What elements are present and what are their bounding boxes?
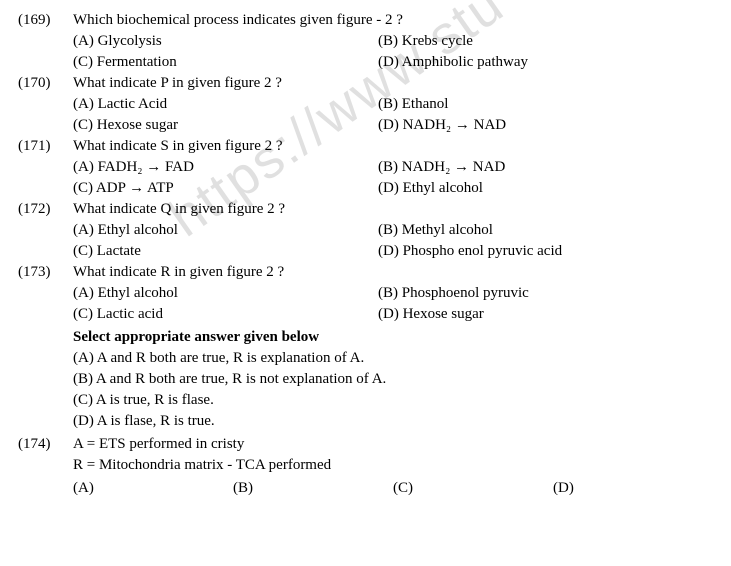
q169-number: (169) — [18, 12, 73, 29]
question-174: (174) A = ETS performed in cristy — [18, 436, 713, 453]
q174-option-d: (D) — [553, 480, 713, 497]
question-170: (170) What indicate P in given figure 2 … — [18, 75, 713, 92]
ar-option-a-row: (A) A and R both are true, R is explanat… — [18, 350, 713, 367]
question-172: (172) What indicate Q in given figure 2 … — [18, 201, 713, 218]
q173-stem: What indicate R in given figure 2 ? — [73, 264, 713, 281]
ar-option-b: (B) A and R both are true, R is not expl… — [73, 371, 713, 388]
q171-stem: What indicate S in given figure 2 ? — [73, 138, 713, 155]
instruction-heading: Select appropriate answer given below — [73, 329, 713, 346]
q173-number: (173) — [18, 264, 73, 281]
ar-option-a: (A) A and R both are true, R is explanat… — [73, 350, 713, 367]
q172-number: (172) — [18, 201, 73, 218]
q171-options-row1: (A) FADH₂ → FAD (B) NADH₂ → NAD — [18, 159, 713, 176]
question-171: (171) What indicate S in given figure 2 … — [18, 138, 713, 155]
q170-option-b: (B) Ethanol — [378, 96, 713, 113]
q169-options-row1: (A) Glycolysis (B) Krebs cycle — [18, 33, 713, 50]
q173-option-b: (B) Phosphoenol pyruvic — [378, 285, 713, 302]
q174-option-b: (B) — [233, 480, 393, 497]
question-169: (169) Which biochemical process indicate… — [18, 12, 713, 29]
q171-options-row2: (C) ADP → ATP (D) Ethyl alcohol — [18, 180, 713, 197]
q170-options-row2: (C) Hexose sugar (D) NADH₂ → NAD — [18, 117, 713, 134]
q169-option-d: (D) Amphibolic pathway — [378, 54, 713, 71]
ar-option-c-row: (C) A is true, R is flase. — [18, 392, 713, 409]
ar-option-b-row: (B) A and R both are true, R is not expl… — [18, 371, 713, 388]
q171-option-c: (C) ADP → ATP — [73, 180, 378, 197]
question-173: (173) What indicate R in given figure 2 … — [18, 264, 713, 281]
q171-option-a: (A) FADH₂ → FAD — [73, 159, 378, 176]
q169-option-b: (B) Krebs cycle — [378, 33, 713, 50]
q173-option-a: (A) Ethyl alcohol — [73, 285, 378, 302]
q173-options-row1: (A) Ethyl alcohol (B) Phosphoenol pyruvi… — [18, 285, 713, 302]
q174-assertion: A = ETS performed in cristy — [73, 436, 713, 453]
q172-stem: What indicate Q in given figure 2 ? — [73, 201, 713, 218]
q170-option-a: (A) Lactic Acid — [73, 96, 378, 113]
q173-options-row2: (C) Lactic acid (D) Hexose sugar — [18, 306, 713, 323]
q173-option-d: (D) Hexose sugar — [378, 306, 713, 323]
q172-option-a: (A) Ethyl alcohol — [73, 222, 378, 239]
q170-option-d: (D) NADH₂ → NAD — [378, 117, 713, 134]
q172-option-d: (D) Phospho enol pyruvic acid — [378, 243, 713, 260]
q173-option-c: (C) Lactic acid — [73, 306, 378, 323]
q172-options-row2: (C) Lactate (D) Phospho enol pyruvic aci… — [18, 243, 713, 260]
q169-option-c: (C) Fermentation — [73, 54, 378, 71]
q172-options-row1: (A) Ethyl alcohol (B) Methyl alcohol — [18, 222, 713, 239]
q171-number: (171) — [18, 138, 73, 155]
q170-options-row1: (A) Lactic Acid (B) Ethanol — [18, 96, 713, 113]
q174-number: (174) — [18, 436, 73, 453]
q169-options-row2: (C) Fermentation (D) Amphibolic pathway — [18, 54, 713, 71]
q174-option-a: (A) — [73, 480, 233, 497]
q174-reason: R = Mitochondria matrix - TCA performed — [73, 457, 713, 474]
q169-option-a: (A) Glycolysis — [73, 33, 378, 50]
q174-option-c: (C) — [393, 480, 553, 497]
ar-option-c: (C) A is true, R is flase. — [73, 392, 713, 409]
q172-option-b: (B) Methyl alcohol — [378, 222, 713, 239]
q171-option-d: (D) Ethyl alcohol — [378, 180, 713, 197]
q170-number: (170) — [18, 75, 73, 92]
q171-option-b: (B) NADH₂ → NAD — [378, 159, 713, 176]
ar-option-d-row: (D) A is flase, R is true. — [18, 413, 713, 430]
q174-options: (A) (B) (C) (D) — [73, 480, 713, 497]
q170-option-c: (C) Hexose sugar — [73, 117, 378, 134]
q172-option-c: (C) Lactate — [73, 243, 378, 260]
q169-stem: Which biochemical process indicates give… — [73, 12, 713, 29]
q170-stem: What indicate P in given figure 2 ? — [73, 75, 713, 92]
ar-option-d: (D) A is flase, R is true. — [73, 413, 713, 430]
